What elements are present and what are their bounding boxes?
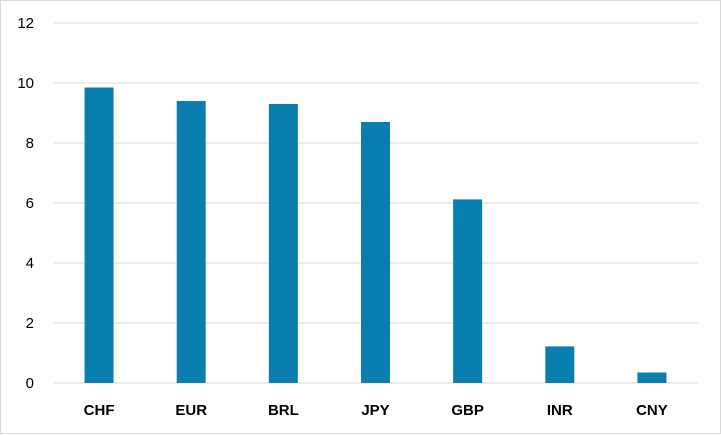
x-category-label: CHF xyxy=(84,402,115,419)
bar-gbp xyxy=(453,199,483,383)
bars xyxy=(84,87,667,383)
bar-jpy xyxy=(361,122,390,383)
x-category-label: BRL xyxy=(268,402,299,419)
y-axis-tick-labels: 0 2 4 6 8 10 12 xyxy=(17,15,34,392)
x-category-label: GBP xyxy=(451,402,484,419)
bar-eur xyxy=(176,101,206,383)
x-axis-category-labels: CHF EUR BRL JPY GBP INR CNY xyxy=(84,402,668,419)
y-tick-label: 4 xyxy=(26,255,34,272)
bar-cny xyxy=(637,372,667,383)
y-tick-label: 0 xyxy=(26,375,34,392)
bar-brl xyxy=(268,104,298,383)
bar-chf xyxy=(84,87,114,383)
x-category-label: JPY xyxy=(361,402,389,419)
x-category-label: INR xyxy=(547,402,573,419)
x-category-label: CNY xyxy=(636,402,668,419)
y-tick-label: 10 xyxy=(17,75,34,92)
y-tick-label: 12 xyxy=(17,15,34,32)
y-tick-label: 2 xyxy=(26,315,34,332)
y-tick-label: 6 xyxy=(26,195,34,212)
y-tick-label: 8 xyxy=(26,135,34,152)
x-category-label: EUR xyxy=(175,402,207,419)
bar-inr xyxy=(545,346,575,383)
